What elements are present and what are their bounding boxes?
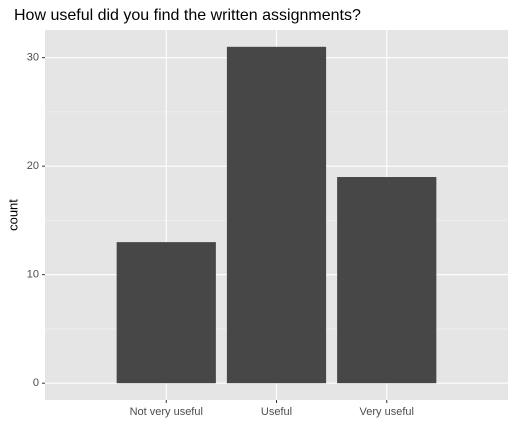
chart-title: How useful did you find the written assi…: [14, 7, 361, 24]
x-tick-label: Very useful: [360, 406, 414, 418]
y-axis-label: count: [5, 199, 20, 231]
x-tick-label: Not very useful: [130, 406, 203, 418]
y-tick-label: 0: [33, 377, 39, 389]
y-tick-label: 10: [27, 269, 39, 281]
y-tick-label: 30: [27, 52, 39, 64]
y-tick-label: 20: [27, 160, 39, 172]
bar: [226, 46, 327, 384]
bar: [116, 242, 216, 384]
bar: [337, 177, 437, 384]
x-tick-label: Useful: [261, 406, 292, 418]
